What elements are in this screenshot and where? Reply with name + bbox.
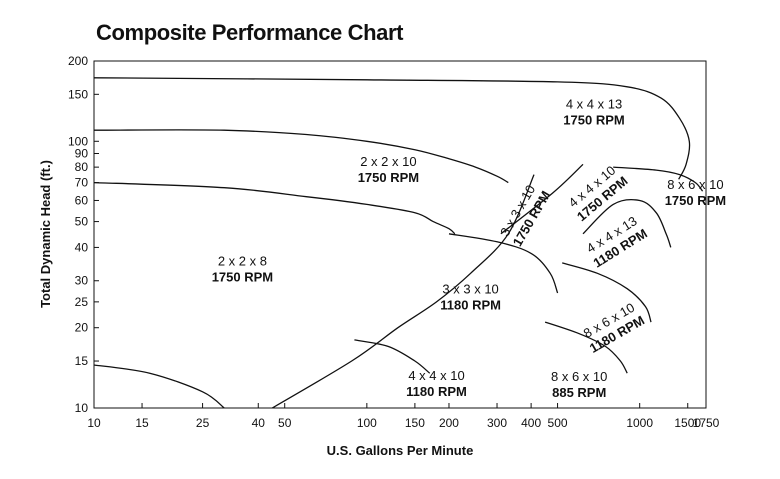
- plot-frame: [93, 60, 707, 409]
- chart-title: Composite Performance Chart: [96, 20, 404, 45]
- region-model-label: 8 x 6 x 10: [551, 369, 607, 384]
- pump-curve: [354, 339, 431, 374]
- region-model-label: 2 x 2 x 8: [218, 254, 267, 269]
- x-tick-label: 150: [405, 416, 425, 430]
- pump-curve: [94, 181, 456, 235]
- pump-curve: [94, 77, 691, 180]
- x-tick-label: 1750: [693, 416, 720, 430]
- x-tick-label: 1000: [626, 416, 653, 430]
- y-tick-label: 90: [75, 146, 89, 160]
- region-rpm-label: 1750 RPM: [665, 193, 726, 208]
- y-axis-label: Total Dynamic Head (ft.): [38, 160, 53, 308]
- region-rpm-label: 1180 RPM: [406, 384, 467, 399]
- region-rpm-label: 1750 RPM: [563, 113, 624, 128]
- pump-curve: [544, 321, 628, 374]
- y-tick-label: 80: [75, 160, 89, 174]
- y-tick-label: 50: [75, 215, 89, 229]
- x-tick-label: 1500: [674, 416, 701, 430]
- y-tick-label: 200: [68, 54, 88, 68]
- curves-layer: [94, 77, 704, 408]
- y-tick-label: 100: [68, 134, 88, 148]
- y-tick-label: 15: [75, 354, 89, 368]
- region-rpm-label: 1750 RPM: [358, 170, 419, 185]
- x-tick-label: 50: [278, 416, 292, 430]
- region-model-label: 2 x 2 x 10: [360, 154, 416, 169]
- pump-curve: [271, 174, 535, 408]
- y-tick-label: 40: [75, 240, 89, 254]
- x-tick-label: 200: [439, 416, 459, 430]
- pump-curve: [582, 198, 672, 248]
- pump-curve: [613, 166, 704, 192]
- y-tick-label: 20: [75, 321, 89, 335]
- x-tick-label: 40: [252, 416, 266, 430]
- pump-curve: [500, 163, 584, 235]
- x-tick-label: 10: [87, 416, 101, 430]
- x-tick-label: 500: [548, 416, 568, 430]
- region-model-label: 4 x 4 x 13: [566, 97, 622, 112]
- y-tick-label: 150: [68, 87, 88, 101]
- y-tick-label: 30: [75, 274, 89, 288]
- x-tick-label: 100: [357, 416, 377, 430]
- x-tick-label: 25: [196, 416, 210, 430]
- pump-curve: [94, 364, 225, 408]
- pump-curve: [562, 262, 652, 323]
- x-tick-label: 300: [487, 416, 507, 430]
- pump-curve: [94, 129, 509, 184]
- y-tick-label: 60: [75, 193, 89, 207]
- x-axis-label: U.S. Gallons Per Minute: [327, 443, 474, 458]
- x-tick-label: 400: [521, 416, 541, 430]
- y-tick-label: 70: [75, 176, 89, 190]
- region-rpm-label: 885 RPM: [552, 385, 606, 400]
- region-rpm-label: 1180 RPM: [440, 297, 501, 312]
- y-tick-label: 25: [75, 295, 89, 309]
- region-rpm-label: 1750 RPM: [212, 270, 273, 285]
- x-tick-label: 15: [135, 416, 149, 430]
- region-model-label: 8 x 6 x 10: [667, 177, 723, 192]
- region-model-label: 3 x 3 x 10: [442, 281, 498, 296]
- y-tick-label: 10: [75, 401, 89, 415]
- pump-curve: [448, 233, 559, 294]
- region-model-label: 4 x 4 x 10: [408, 368, 464, 383]
